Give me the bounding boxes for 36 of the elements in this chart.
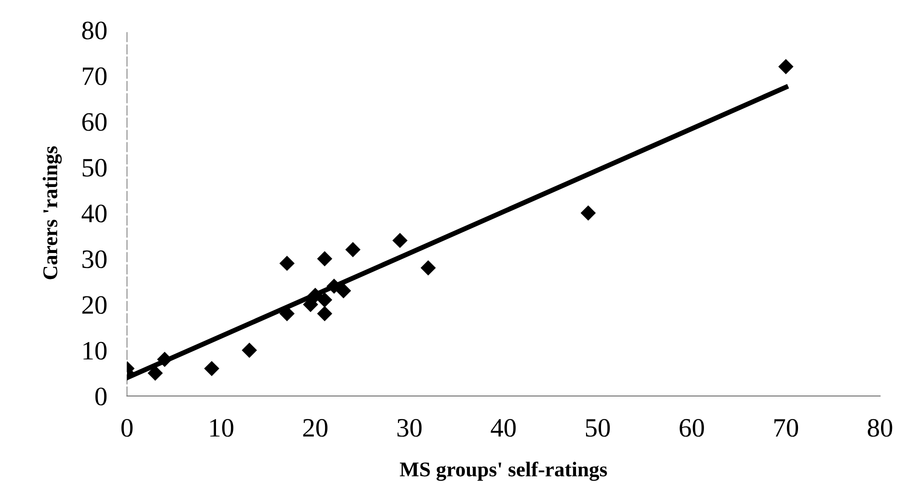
x-tick-label: 80 [868, 418, 892, 437]
point [392, 232, 408, 248]
y-axis-title: Carers 'ratings [42, 146, 62, 280]
x-tick-label: 0 [121, 418, 133, 437]
y-tick-label: 60 [82, 113, 107, 131]
point [279, 256, 295, 271]
x-tick-label: 20 [303, 418, 328, 437]
x-tick-label: 10 [210, 418, 234, 437]
x-tick-label: 70 [774, 418, 798, 437]
point [778, 58, 794, 74]
point [157, 352, 172, 368]
y-tick-label: 50 [82, 158, 107, 177]
point [308, 288, 323, 303]
x-tick-label: 60 [680, 418, 704, 437]
y-tick-label: 10 [83, 342, 107, 360]
point [204, 360, 220, 376]
point [242, 342, 257, 358]
x-tick-label: 40 [490, 418, 516, 437]
y-tick-label: 70 [82, 67, 107, 86]
point [326, 278, 342, 294]
x-tick-label: 50 [586, 418, 610, 437]
point [317, 292, 332, 308]
y-tick-label: 20 [82, 296, 107, 314]
y-tick-label: 0 [95, 388, 107, 406]
y-tick-label: 30 [82, 250, 107, 268]
point [420, 260, 436, 276]
point [317, 306, 332, 322]
point [317, 251, 332, 266]
x-tick-label: 30 [397, 418, 422, 437]
x-axis-title: MS groups' self-ratings [400, 462, 607, 481]
y-tick-label: 40 [82, 204, 107, 222]
y-tick-label: 80 [82, 22, 107, 40]
point [148, 366, 163, 381]
point [580, 205, 596, 221]
point [345, 242, 361, 258]
point [336, 283, 352, 298]
